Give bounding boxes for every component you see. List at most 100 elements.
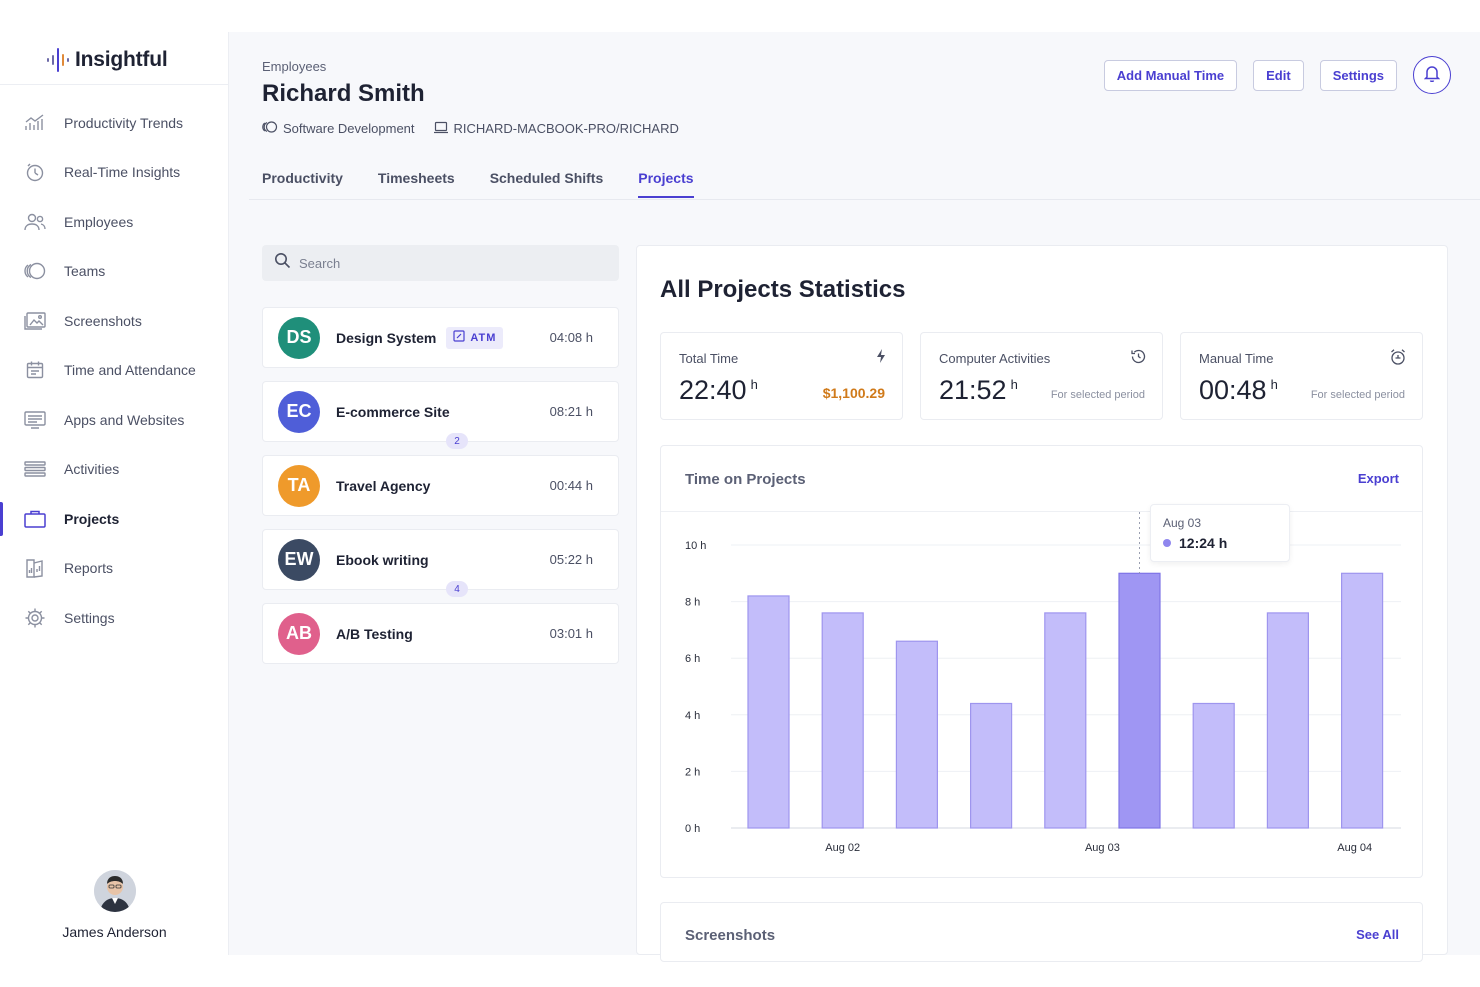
- trend-chart-icon: [22, 112, 48, 134]
- stopwatch-icon: [22, 161, 48, 183]
- user-name: James Anderson: [62, 924, 167, 940]
- project-time: 08:21 h: [549, 404, 593, 419]
- stat-note: For selected period: [1050, 389, 1145, 401]
- sidebar-item-real-time-insights[interactable]: Real-Time Insights: [0, 148, 229, 198]
- project-name: A/B Testing: [336, 625, 413, 642]
- sidebar-nav: Productivity Trends Real-Time Insights E…: [0, 98, 229, 643]
- y-tick-label: 4 h: [685, 710, 700, 722]
- computer-info: RICHARD-MACBOOK-PRO/RICHARD: [433, 121, 679, 137]
- tooltip-row: 12:24 h: [1163, 535, 1227, 551]
- sidebar-item-teams[interactable]: Teams: [0, 247, 229, 297]
- tab-bar: Productivity Timesheets Scheduled Shifts…: [262, 170, 694, 198]
- stat-earnings: $1,100.29: [822, 385, 885, 401]
- tooltip-date: Aug 03: [1163, 516, 1202, 530]
- project-avatar: TA: [278, 464, 320, 507]
- stat-card-manual-time: Manual Time 00:48 h For selected period: [1180, 332, 1423, 420]
- screenshots-card: Screenshots See All: [660, 902, 1423, 962]
- chart-bar[interactable]: [1192, 702, 1235, 829]
- chart-bar[interactable]: [1266, 612, 1310, 829]
- member-count-badge[interactable]: 4: [446, 581, 468, 597]
- logo[interactable]: Insightful: [47, 46, 168, 74]
- project-avatar: AB: [278, 612, 320, 655]
- sidebar-item-label: Apps and Websites: [64, 411, 185, 428]
- list-item[interactable]: EW Ebook writing 05:22 h 4: [262, 529, 619, 597]
- chart-bar[interactable]: [895, 640, 938, 829]
- list-item[interactable]: DS Design System ATM 04:08 h: [262, 307, 619, 368]
- stat-value-number: 21:52: [939, 375, 1007, 405]
- chart-title: Time on Projects: [685, 471, 806, 488]
- y-axis-ticks: 0 h 2 h 4 h 6 h 8 h 10 h: [685, 540, 706, 835]
- sidebar-item-settings[interactable]: Settings: [0, 593, 229, 643]
- project-search: [262, 245, 619, 281]
- chart-bar[interactable]: [821, 612, 864, 829]
- notifications-button[interactable]: [1413, 56, 1451, 94]
- tab-scheduled-shifts[interactable]: Scheduled Shifts: [489, 170, 604, 186]
- team-info: Software Development: [262, 120, 415, 137]
- time-on-projects-card: Time on Projects Export 0 h 2 h 4 h 6 h 8 h 1…: [660, 445, 1423, 878]
- x-tick-label: Aug 04: [1337, 842, 1372, 854]
- sidebar-item-apps-and-websites[interactable]: Apps and Websites: [0, 395, 229, 445]
- breadcrumb[interactable]: Employees: [262, 59, 327, 74]
- x-tick-label: Aug 03: [1085, 842, 1120, 854]
- project-name: Ebook writing: [336, 551, 429, 568]
- list-item[interactable]: TA Travel Agency 00:44 h: [262, 455, 619, 516]
- badge-label: ATM: [470, 331, 497, 344]
- screenshots-title: Screenshots: [685, 927, 776, 944]
- user-profile[interactable]: James Anderson: [0, 870, 229, 940]
- edit-button[interactable]: Edit: [1253, 59, 1304, 91]
- list-item[interactable]: EC E-commerce Site 08:21 h 2: [262, 381, 619, 449]
- team-name: Software Development: [283, 121, 415, 136]
- chart-bar[interactable]: [747, 595, 790, 829]
- see-all-link[interactable]: See All: [1356, 927, 1399, 942]
- tab-projects[interactable]: Projects: [638, 170, 694, 198]
- teams-circles-icon: [262, 120, 278, 137]
- chart-bar[interactable]: [1118, 572, 1161, 829]
- y-tick-label: 10 h: [685, 540, 706, 552]
- chart-bar[interactable]: [1044, 612, 1087, 829]
- export-link[interactable]: Export: [1357, 471, 1399, 486]
- x-tick-label: Aug 02: [825, 842, 860, 854]
- stat-value-number: 00:48: [1199, 375, 1267, 405]
- list-icon: [22, 458, 48, 480]
- chart-bar[interactable]: [1340, 572, 1384, 829]
- statistics-title: All Projects Statistics: [660, 276, 906, 303]
- sidebar-item-label: Time and Attendance: [64, 362, 196, 379]
- project-time: 05:22 h: [549, 552, 593, 567]
- stat-label: Total Time: [679, 351, 739, 366]
- sidebar-item-label: Real-Time Insights: [64, 164, 181, 181]
- bell-icon: [1423, 64, 1441, 87]
- tab-timesheets[interactable]: Timesheets: [377, 170, 455, 186]
- sidebar-item-employees[interactable]: Employees: [0, 197, 229, 247]
- list-item[interactable]: AB A/B Testing 03:01 h: [262, 603, 619, 664]
- history-clock-icon: [1130, 348, 1147, 370]
- sidebar: Insightful Productivity Trends Real-Time…: [0, 32, 229, 955]
- chart-divider: [661, 511, 1422, 512]
- stat-note: For selected period: [1310, 389, 1405, 401]
- sidebar-item-reports[interactable]: Reports: [0, 544, 229, 594]
- sidebar-item-projects[interactable]: Projects: [0, 494, 229, 544]
- y-tick-label: 6 h: [685, 653, 700, 665]
- sidebar-item-label: Teams: [64, 263, 106, 280]
- y-tick-label: 0 h: [685, 823, 700, 835]
- stat-card-total-time: Total Time 22:40 h $1,100.29: [660, 332, 903, 420]
- stat-value: 00:48 h: [1199, 375, 1278, 406]
- add-manual-time-button[interactable]: Add Manual Time: [1103, 59, 1238, 91]
- statistics-panel: All Projects Statistics Total Time 22:40…: [636, 245, 1448, 962]
- project-name: Design System: [336, 329, 437, 346]
- project-time: 03:01 h: [549, 626, 593, 641]
- sidebar-item-screenshots[interactable]: Screenshots: [0, 296, 229, 346]
- sidebar-item-activities[interactable]: Activities: [0, 445, 229, 495]
- edit-square-icon: [453, 330, 465, 345]
- sidebar-item-productivity-trends[interactable]: Productivity Trends: [0, 98, 229, 148]
- sidebar-item-time-and-attendance[interactable]: Time and Attendance: [0, 346, 229, 396]
- sidebar-item-label: Activities: [64, 461, 120, 478]
- chart-bar[interactable]: [970, 702, 1013, 829]
- search-input[interactable]: [299, 255, 599, 271]
- settings-button[interactable]: Settings: [1319, 59, 1397, 91]
- avatar[interactable]: [93, 870, 136, 912]
- stat-value: 22:40 h: [679, 375, 758, 406]
- logo-icon: [47, 47, 69, 73]
- member-count-badge[interactable]: 2: [446, 433, 468, 449]
- tab-productivity[interactable]: Productivity: [262, 170, 343, 186]
- sidebar-item-label: Settings: [64, 609, 115, 626]
